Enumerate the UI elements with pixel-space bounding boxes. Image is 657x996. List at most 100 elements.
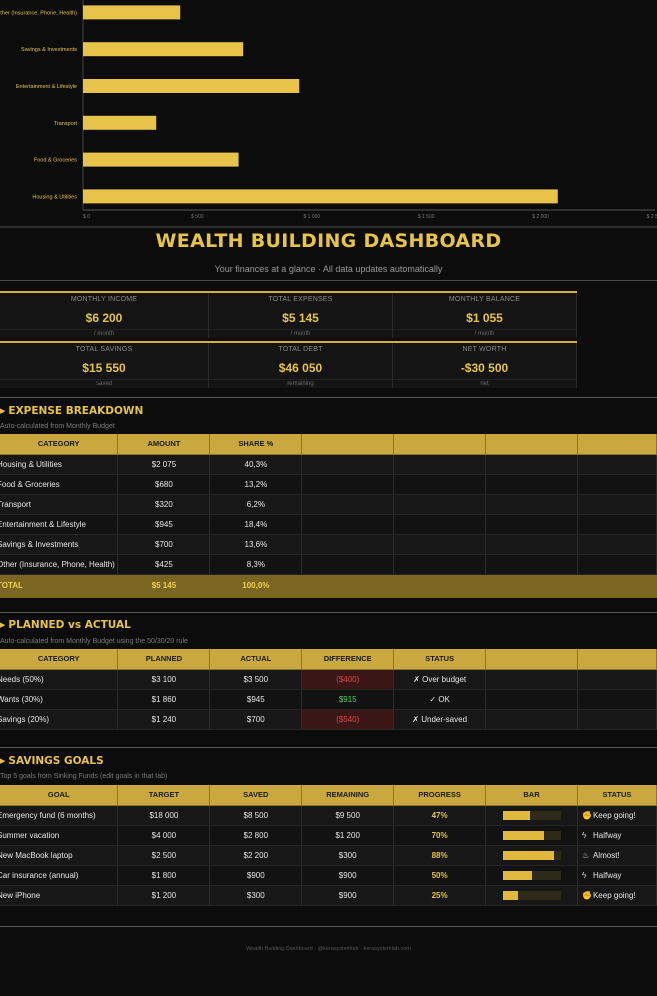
table-row: Other (Insurance, Phone, Health) $425 8,… <box>0 554 657 575</box>
column-header <box>301 434 395 455</box>
column-header <box>485 649 579 670</box>
cell-planned: $3 100 <box>117 669 211 690</box>
chart-bar <box>83 79 300 93</box>
progress-bar <box>502 890 561 900</box>
chart-bar <box>83 42 244 57</box>
column-header: CATEGORY <box>0 649 119 670</box>
divider <box>0 280 657 281</box>
kpi-sub: / month <box>474 331 495 337</box>
column-header: CATEGORY <box>0 434 119 455</box>
kpi-label: MONTHLY INCOME <box>70 296 138 303</box>
divider <box>0 397 657 398</box>
kpi-label: TOTAL SAVINGS <box>75 346 133 353</box>
section-title-savings: ▶ SAVINGS GOALS <box>0 755 104 767</box>
table-header-row: GOAL TARGET SAVED REMAINING PROGRESS BAR… <box>0 785 657 806</box>
table-row: Savings (20%) $1 240 $700 ($540) ✗ Under… <box>0 709 657 730</box>
x-tick-label: $ 1 500 <box>418 214 435 220</box>
cell-share: 13,6% <box>209 534 303 555</box>
cell-category: Transport <box>0 494 119 515</box>
cell-actual: $945 <box>209 689 303 710</box>
bolt-icon: ϟ <box>581 830 587 840</box>
column-header: PLANNED <box>117 649 211 670</box>
page-subtitle: Your finances at a glance · All data upd… <box>214 264 443 274</box>
cell-share: 6,2% <box>209 494 303 515</box>
cell-category: Food & Groceries <box>0 474 119 495</box>
column-header: SHARE % <box>209 434 303 455</box>
cell-total-share: 100,0% <box>209 574 303 598</box>
table-row: Entertainment & Lifestyle $945 18,4% <box>0 514 657 535</box>
cell-status: ✗ Under-saved <box>393 709 487 730</box>
kpi-row-bottom: TOTAL SAVINGS $15 550 saved TOTAL DEBT $… <box>0 341 577 388</box>
column-header: DIFFERENCE <box>301 649 395 670</box>
cell-category: Needs (50%) <box>0 669 119 690</box>
planned-actual-table: CATEGORY PLANNED ACTUAL DIFFERENCE STATU… <box>0 649 657 730</box>
divider <box>0 747 657 748</box>
column-header <box>577 649 657 670</box>
cell-saved: $900 <box>209 865 303 886</box>
cell-bar <box>485 885 578 906</box>
table-row: Summer vacation $4 000 $2 800 $1 200 70% ϟ Hal… <box>0 825 657 846</box>
cell-goal: New iPhone <box>0 885 119 906</box>
muscle-icon: ✊ <box>581 810 592 820</box>
kpi-value: $5 145 <box>209 306 392 330</box>
table-row: Car insurance (annual) $1 800 $900 $900 50% ϟ… <box>0 865 657 886</box>
flame-icon: ♨ <box>581 850 590 860</box>
kpi-card: MONTHLY INCOME $6 200 / month <box>0 293 209 338</box>
category-label: Entertainment & Lifestyle <box>16 84 77 90</box>
cell-status: ✊Keep going! <box>577 805 657 826</box>
cell-share: 13,2% <box>209 474 303 495</box>
column-header <box>393 434 487 455</box>
cell-target: $1 200 <box>117 885 211 906</box>
cell-share: 18,4% <box>209 514 303 535</box>
cell-target: $4 000 <box>117 825 211 846</box>
kpi-value: $6 200 <box>0 306 208 330</box>
expense-bar-chart: Other (Insurance, Phone, Health) Savings … <box>0 0 657 226</box>
section-note: Auto-calculated from Monthly Budget usin… <box>0 638 188 645</box>
cell-bar <box>485 825 578 846</box>
cell-amount: $320 <box>117 494 211 515</box>
cell-remaining: $900 <box>301 885 395 906</box>
cell-category: Wants (30%) <box>0 689 119 710</box>
cell-progress: 70% <box>393 825 487 846</box>
cell-status: ♨ Almost! <box>577 845 657 866</box>
section-note: Auto-calculated from Monthly Budget <box>0 423 115 430</box>
bolt-icon: ϟ <box>581 870 587 880</box>
cell-share: 8,3% <box>209 554 303 575</box>
cell-saved: $2 800 <box>209 825 303 846</box>
cell-category: Savings (20%) <box>0 709 119 730</box>
kpi-value: -$30 500 <box>393 356 576 380</box>
x-tick-label: $ 2 500 <box>647 214 657 220</box>
kpi-card: MONTHLY BALANCE $1 055 / month <box>393 293 577 338</box>
cell-actual: $3 500 <box>209 669 303 690</box>
cell-actual: $700 <box>209 709 303 730</box>
muscle-icon: ✊ <box>581 890 592 900</box>
section-title-expense: ▶ EXPENSE BREAKDOWN <box>0 405 144 417</box>
chart-bar <box>83 152 239 167</box>
kpi-value: $15 550 <box>0 356 208 380</box>
kpi-value: $46 050 <box>209 356 392 380</box>
kpi-label: MONTHLY BALANCE <box>448 296 521 303</box>
kpi-sub: saved <box>95 381 112 387</box>
divider <box>0 612 657 613</box>
cell-saved: $2 200 <box>209 845 303 866</box>
kpi-label: TOTAL EXPENSES <box>268 296 333 303</box>
column-header: SAVED <box>209 785 303 806</box>
page-title: WEALTH BUILDING DASHBOARD <box>155 230 502 252</box>
cell-total-amount: $5 145 <box>117 574 211 598</box>
cell-saved: $8 500 <box>209 805 303 826</box>
savings-goals-table: GOAL TARGET SAVED REMAINING PROGRESS BAR… <box>0 785 657 906</box>
cell-category: Other (Insurance, Phone, Health) <box>0 554 119 575</box>
cell-bar <box>485 805 578 826</box>
cell-remaining: $1 200 <box>301 825 395 846</box>
cell-progress: 25% <box>393 885 487 906</box>
x-tick-label: $ 2 000 <box>532 214 549 220</box>
cell-remaining: $9 500 <box>301 805 395 826</box>
category-label: Transport <box>54 121 78 127</box>
cell-amount: $680 <box>117 474 211 495</box>
column-header: STATUS <box>393 649 487 670</box>
cell-status: ϟ Halfway <box>577 865 657 886</box>
column-header: GOAL <box>0 785 119 806</box>
column-header: AMOUNT <box>117 434 211 455</box>
progress-bar <box>502 830 561 840</box>
